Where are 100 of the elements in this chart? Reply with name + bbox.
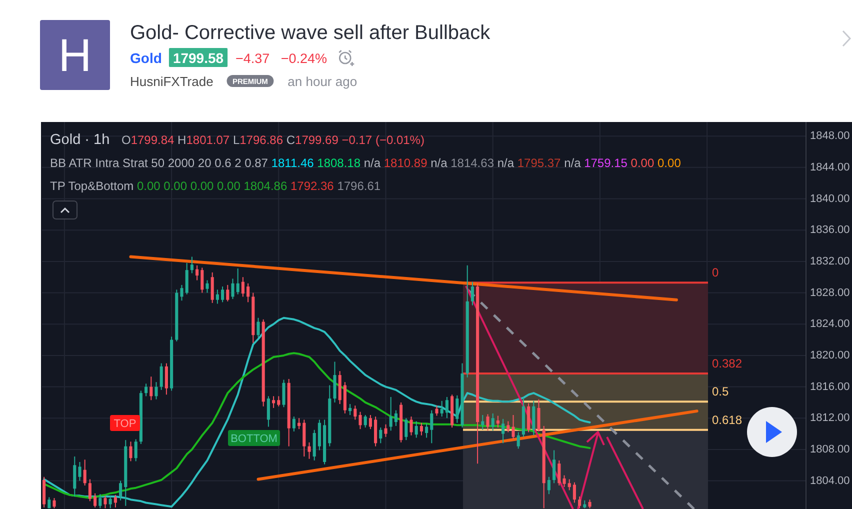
y-tick-label: 1824.00 xyxy=(810,318,850,330)
candlestick xyxy=(160,362,163,390)
candlestick xyxy=(88,478,92,502)
y-tick-label: 1836.00 xyxy=(810,224,850,236)
candlestick xyxy=(272,396,276,408)
candlestick xyxy=(150,376,153,401)
chart-title: Gold- Corrective wave sell after Bullback xyxy=(130,22,492,44)
candlestick xyxy=(558,460,561,486)
candlestick xyxy=(389,396,392,432)
candlestick xyxy=(302,419,306,458)
candlestick xyxy=(241,276,244,298)
annotation: 0.5 xyxy=(712,384,730,399)
candlestick xyxy=(547,476,550,495)
candlestick xyxy=(318,419,321,451)
candlestick xyxy=(256,317,260,338)
y-tick-label: 1820.00 xyxy=(810,349,850,362)
candlestick xyxy=(119,480,122,501)
candlestick xyxy=(516,432,520,450)
candlestick xyxy=(216,289,219,304)
candlestick xyxy=(496,415,500,428)
candlestick xyxy=(98,494,102,509)
candlestick xyxy=(226,284,230,302)
candlestick xyxy=(298,418,301,430)
annotation: 0.382 xyxy=(712,356,742,370)
text: Gold xyxy=(130,50,162,66)
text: HusniFXTrade xyxy=(130,74,214,89)
y-tick-label: 1808.00 xyxy=(810,443,850,456)
candlestick xyxy=(578,496,582,509)
candlestick xyxy=(532,400,536,436)
candlestick xyxy=(486,414,490,432)
candlestick xyxy=(425,423,428,438)
candlestick xyxy=(78,461,82,482)
candlestick xyxy=(527,402,530,433)
annotation: 0.618 xyxy=(712,412,742,427)
y-tick-label: 1828.00 xyxy=(810,286,850,299)
candlestick xyxy=(552,450,556,484)
candlestick xyxy=(134,438,138,462)
candlestick xyxy=(52,498,56,509)
candlestick xyxy=(348,404,352,416)
candlestick xyxy=(292,416,296,432)
text: TP Top&Bottom 0.00 0.00 0.00 0.00 1804.86 1792.36 1796.61 xyxy=(50,179,381,193)
candlestick xyxy=(562,474,566,488)
candlestick xyxy=(129,441,132,462)
candlestick xyxy=(379,427,382,444)
candlestick xyxy=(502,418,505,444)
y-tick-label: 1848.00 xyxy=(810,130,850,142)
text: an hour ago xyxy=(288,74,358,89)
candlestick xyxy=(83,459,86,486)
candlestick xyxy=(180,284,184,302)
candlestick xyxy=(491,412,494,432)
annotation: BOTTOM xyxy=(230,433,278,445)
candlestick xyxy=(94,492,97,508)
text: 1799.58 xyxy=(172,50,224,66)
annotation: 0 xyxy=(712,266,719,280)
y-tick-label: 1816.00 xyxy=(810,380,850,393)
candlestick xyxy=(236,268,240,295)
candlestick xyxy=(537,398,540,432)
candlestick xyxy=(414,420,418,438)
text: H xyxy=(58,29,92,81)
candlestick xyxy=(430,410,434,444)
candlestick xyxy=(470,281,474,306)
y-tick-label: 1812.00 xyxy=(810,412,850,424)
candlestick xyxy=(196,264,199,281)
candlestick xyxy=(404,418,408,441)
candlestick xyxy=(104,495,107,509)
candlestick xyxy=(440,400,444,418)
candlestick xyxy=(410,416,413,436)
candlestick xyxy=(384,424,388,438)
candlestick xyxy=(246,282,250,303)
candlestick xyxy=(358,411,362,430)
candlestick xyxy=(231,278,234,300)
candlestick xyxy=(374,416,378,447)
candlestick xyxy=(445,396,448,419)
candlestick xyxy=(164,362,168,396)
candlestick xyxy=(368,414,372,430)
candlestick xyxy=(210,272,214,304)
candlestick xyxy=(277,396,280,407)
candlestick xyxy=(435,405,438,416)
candlestick xyxy=(73,456,76,497)
y-tick-label: 1804.00 xyxy=(810,474,850,487)
candlestick xyxy=(200,267,204,294)
candlestick xyxy=(572,482,576,504)
candlestick xyxy=(190,256,194,274)
annotation: TOP xyxy=(114,418,136,430)
candlestick xyxy=(420,422,423,436)
candlestick xyxy=(512,414,515,440)
candlestick xyxy=(354,405,357,420)
candlestick xyxy=(456,394,459,424)
candlestick xyxy=(506,420,510,433)
candlestick xyxy=(114,494,117,508)
annotation: Gold · 1h xyxy=(50,132,110,148)
candlestick xyxy=(282,379,286,408)
candlestick xyxy=(312,429,316,461)
candlestick xyxy=(221,286,224,303)
y-tick-label: 1832.00 xyxy=(810,255,850,268)
candlestick xyxy=(108,496,112,509)
candlestick xyxy=(333,361,336,403)
candlestick xyxy=(394,410,398,426)
candlestick xyxy=(308,442,311,460)
text: O1799.84 H1801.07 L1796.86 C1799.69 −0.17 (−0.01%) xyxy=(121,133,424,147)
